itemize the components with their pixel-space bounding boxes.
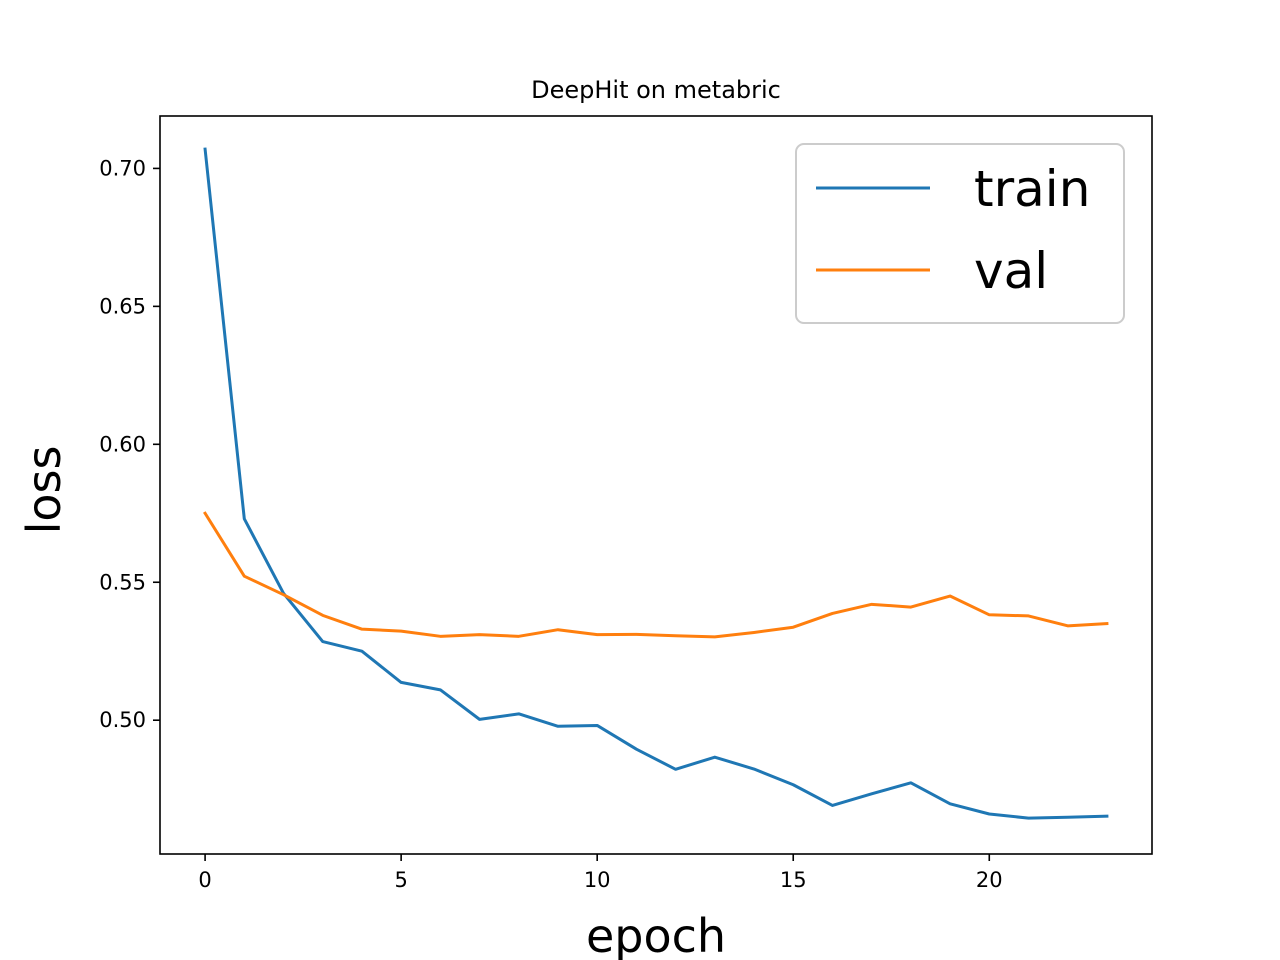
legend-label-val: val (974, 242, 1048, 300)
y-tick-label: 0.70 (99, 156, 146, 180)
plot-frame (159, 115, 1153, 855)
y-tick-label: 0.50 (99, 708, 146, 732)
x-tick-label: 10 (584, 868, 611, 892)
chart-title: DeepHit on metabric (531, 76, 781, 104)
x-axis-title: epoch (586, 909, 726, 960)
y-tick-label: 0.55 (99, 570, 146, 594)
x-tick-label: 0 (198, 868, 211, 892)
series-lines (203, 147, 1109, 820)
legend: train val (795, 143, 1125, 324)
x-axis: 0 5 10 15 20 (198, 854, 1003, 892)
x-tick-label: 15 (780, 868, 807, 892)
y-tick-label: 0.60 (99, 432, 146, 456)
y-axis-title: loss (17, 446, 71, 535)
series-line-val (203, 511, 1109, 639)
series-line-train (203, 147, 1109, 820)
legend-label-train: train (974, 160, 1090, 218)
x-tick-label: 5 (394, 868, 407, 892)
x-tick-label: 20 (976, 868, 1003, 892)
y-tick-label: 0.65 (99, 294, 146, 318)
y-axis: 0.50 0.55 0.60 0.65 0.70 (99, 156, 160, 732)
